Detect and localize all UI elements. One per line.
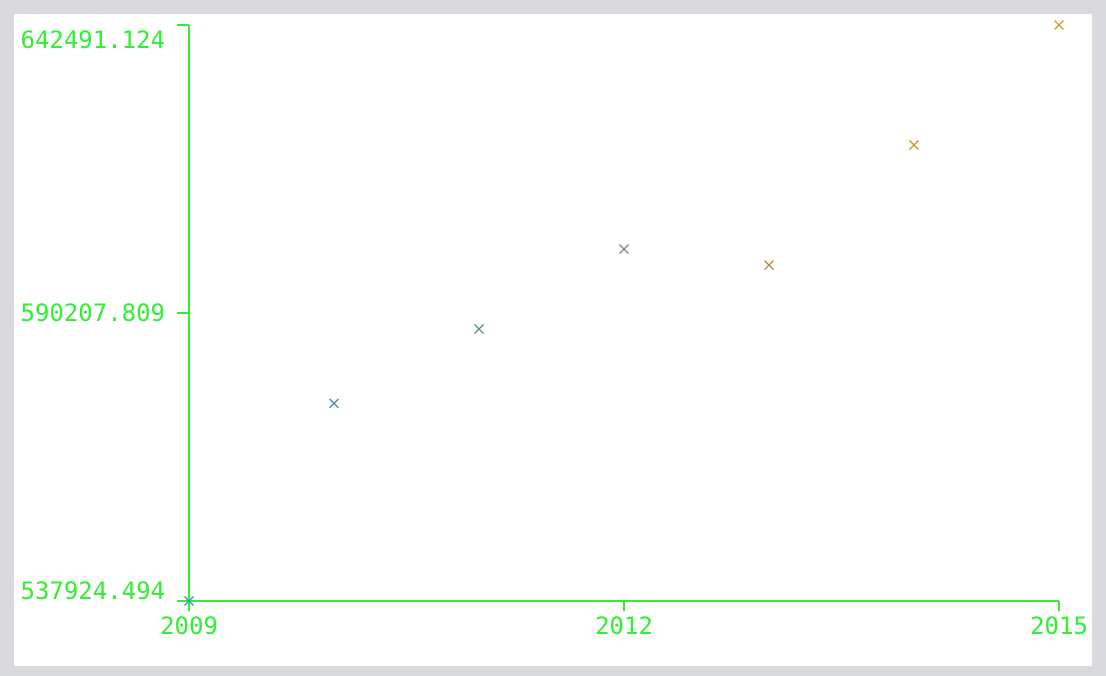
chart-frame: [14, 14, 1092, 666]
y-tick-label: 537924.494: [21, 577, 166, 605]
data-point: [1054, 20, 1064, 30]
data-points: [184, 20, 1064, 606]
data-point: [474, 324, 484, 335]
axis-ticks: 537924.494 590207.809 642491.124 2009 2012 20…: [21, 24, 1088, 640]
data-point: [619, 244, 629, 255]
y-tick-label: 642491.124: [21, 26, 166, 54]
data-point: [329, 398, 339, 409]
y-tick-label: 590207.809: [21, 299, 166, 327]
data-point: [764, 260, 774, 271]
data-point: [909, 140, 919, 151]
data-point: [184, 596, 194, 606]
x-tick-label: 2009: [160, 612, 218, 640]
x-tick-label: 2012: [595, 612, 653, 640]
x-tick-label: 2015: [1030, 612, 1088, 640]
